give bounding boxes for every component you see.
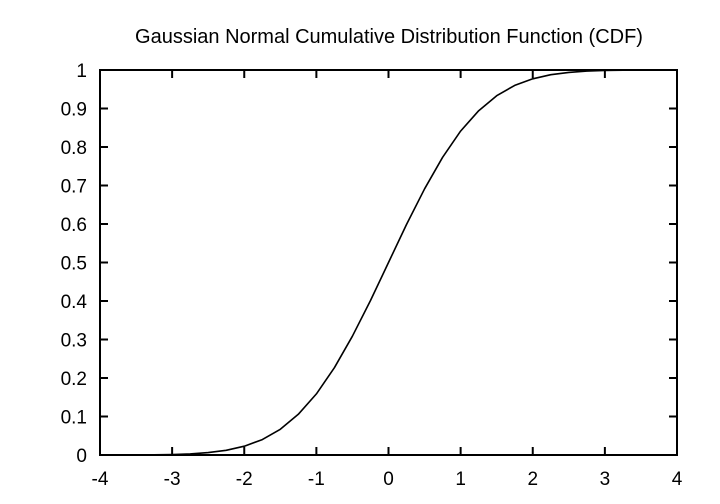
x-tick-label: 2 xyxy=(527,469,538,490)
x-tick-label: 3 xyxy=(600,469,611,490)
y-tick-label: 0.7 xyxy=(61,177,87,198)
y-tick-label: 1 xyxy=(76,61,87,82)
y-tick-label: 0 xyxy=(76,446,87,467)
x-tick-label: 1 xyxy=(455,469,466,490)
x-tick-label: -3 xyxy=(164,469,181,490)
chart-title: Gaussian Normal Cumulative Distribution … xyxy=(135,26,643,48)
y-tick-label: 0.5 xyxy=(61,254,87,275)
cdf-curve xyxy=(99,69,678,456)
y-tick-label: 0.9 xyxy=(61,100,87,121)
y-tick-label: 0.4 xyxy=(61,292,88,313)
x-tick-label: -4 xyxy=(92,469,109,490)
y-tick-label: 0.2 xyxy=(61,369,87,390)
x-tick-label: 0 xyxy=(383,469,394,490)
plot-frame xyxy=(99,69,678,456)
y-tick-label: 0.6 xyxy=(61,215,87,236)
x-tick-label: -1 xyxy=(308,469,325,490)
y-tick-label: 0.8 xyxy=(61,138,87,159)
y-tick-label: 0.1 xyxy=(61,408,87,429)
x-tick-label: 4 xyxy=(672,469,683,490)
y-tick-label: 0.3 xyxy=(61,331,87,352)
x-tick-label: -2 xyxy=(236,469,253,490)
